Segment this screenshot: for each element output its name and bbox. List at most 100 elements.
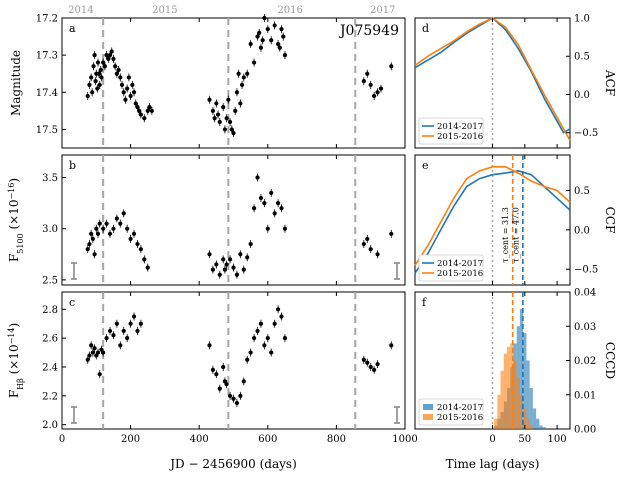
acf-line-2014-2017 [414,17,571,134]
cccd-bar-2015-2016 [497,394,501,429]
panel-c-data-point [89,343,94,348]
panel-a-ytick-label: 17.2 [36,14,58,25]
panel-a-data-point [233,108,238,113]
panel-a-data-point [214,101,219,106]
panel-a-data-point [269,38,274,43]
acf-line-2015-2016 [414,17,571,141]
panel-b-data-point [111,226,116,231]
panel-c-data-point [138,321,143,326]
panel-e-ytick-label: −0.5 [574,265,598,276]
panel-c-data-point [90,350,95,355]
panel-a-data-point [116,67,121,73]
panel-b-data-point [89,231,94,236]
xlabel-time-lag: Time lag (days) [446,457,540,471]
panel-a-data-point [97,82,102,87]
panel-c-data-point [389,343,394,348]
panel-c-data-point [207,343,212,348]
panel-a-data-point [121,90,126,95]
panel-a-data-point [128,93,133,99]
cccd-bar-2015-2016 [513,360,517,429]
panel-c-data-point [85,357,90,362]
panel-a-data-point [99,75,104,80]
panel-a-data-point [255,34,260,39]
panel-c-data-point [258,321,264,326]
year-label: 2016 [277,5,302,16]
panel-b-data-point [101,226,106,231]
panel-a-data-point [224,116,229,121]
panel-b-letter: b [69,159,76,172]
panel-a-data-point [95,60,101,65]
panel-a-data-point [265,27,270,32]
panel-f-xtick-label: 0 [489,434,495,445]
panel-a-data-point [149,108,154,113]
object-name: J075949 [338,23,399,39]
panel-b-data-point [214,262,219,267]
panel-b-data-point [389,231,394,236]
panel-a-data-point [361,79,366,84]
panel-f-legend-label: 2014-2017 [437,403,483,413]
panel-c-ytick-label: 2.6 [42,334,58,345]
panel-b-data-point [272,211,277,216]
panel-b-data-point [125,226,130,231]
panel-a-data-point [145,108,150,113]
panel-a-data-point [142,116,147,121]
panel-f-legend-swatch [423,414,433,420]
panel-b-data-point [128,236,133,242]
ylabel-magnitude: Magnitude [9,50,23,116]
year-label: 2015 [152,5,177,16]
panel-c-data-point [265,336,270,341]
panel-b-data-point [145,265,150,270]
panel-a-data-point [95,86,100,91]
panel-f-legend-box [418,398,484,426]
panel-a-data-point [210,108,216,113]
panel-a-data-point [109,49,114,54]
panel-c-data-point [221,364,226,370]
panel-a-data-point [102,64,107,69]
panel-c-data-point [128,321,133,326]
cccd-bar-2014-2017 [536,418,540,429]
panel-f-letter: f [422,296,427,309]
panel-a-data-point [207,97,212,102]
panel-c-data-point [87,353,92,358]
panel-b-data-point [251,206,257,211]
panel-b-data-point [262,201,267,206]
panel-b-data-point [94,226,99,231]
panel-c-xtick-label: 600 [258,434,277,445]
cccd-bar-2015-2016 [507,346,511,429]
panel-a-data-point [238,101,243,106]
panel-a-data-point [231,131,236,136]
panel-a-data-point [248,41,253,47]
cccd-bar-2014-2017 [529,387,533,429]
panel-b-data-point [210,267,216,272]
panel-a-data-point [135,105,140,110]
year-label: 2014 [68,5,93,16]
panel-b-data-point [368,247,373,252]
panel-c-xtick-label: 200 [121,434,140,445]
panel-e-letter: e [422,159,429,172]
panel-b-data-point [361,241,366,247]
panel-c-data-point [248,350,253,355]
panel-c-data-point [368,364,373,370]
panel-a-data-point [98,67,103,73]
panel-a-frame [61,17,406,149]
panel-a-data-point [93,79,98,84]
panel-a-data-point [279,27,284,32]
panel-a-ytick-label: 17.4 [36,88,58,99]
panel-c-data-point [375,362,380,367]
panel-a-letter: a [69,22,76,35]
panel-c-ytick-label: 2.0 [42,420,58,431]
panel-b-data-point [258,195,264,201]
panel-f-ytick-label: 0.00 [574,425,596,436]
panel-d-legend-label: 2014-2017 [437,122,483,132]
panel-c-data-point [135,328,140,334]
panel-b-data-point [275,201,281,206]
panel-a-data-point [217,119,222,125]
cccd-bar-2014-2017 [519,309,524,429]
panel-b-data-point [265,226,270,231]
panel-c-data-point [227,393,233,398]
panel-a-data-point [119,82,125,87]
panel-c-data-point [97,372,102,377]
cccd-bar-2015-2016 [510,343,514,429]
panel-a-data-point [138,112,143,117]
panel-d-ytick-label: 1.0 [574,14,590,25]
